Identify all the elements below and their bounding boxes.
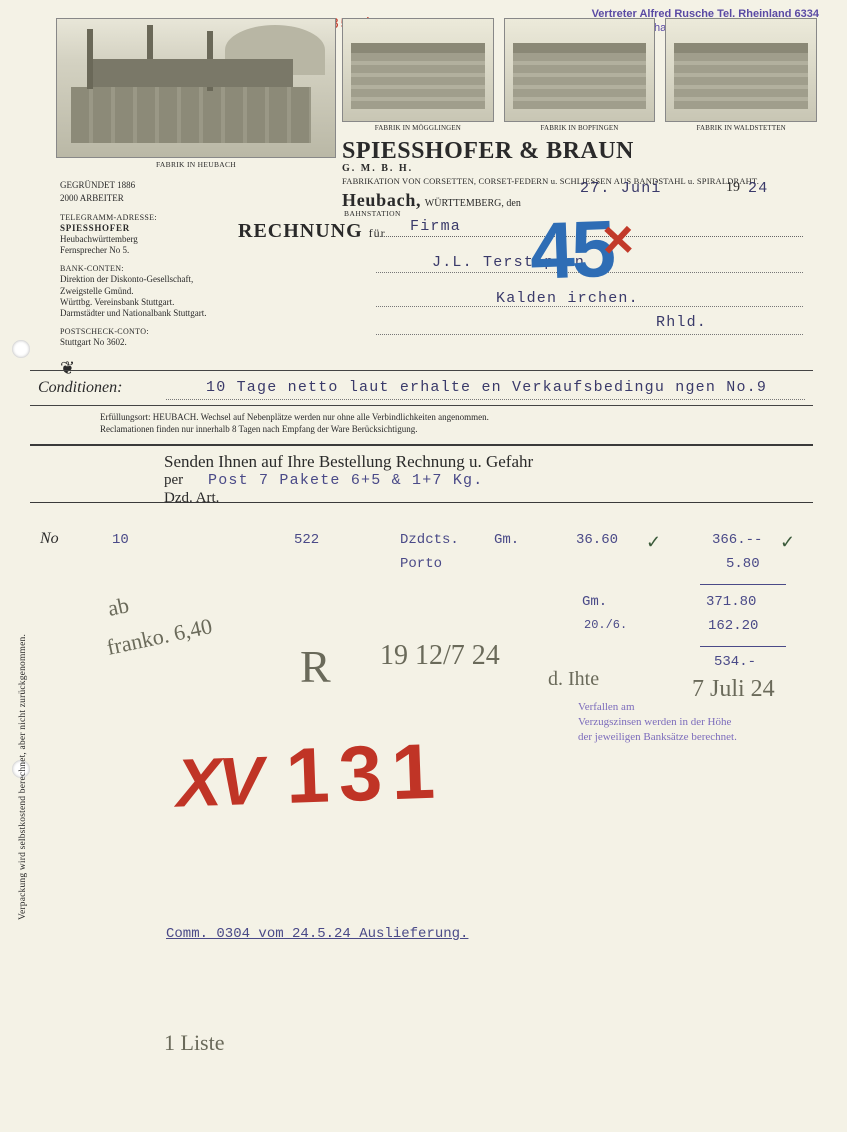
telegram-city: Heubachwürttemberg <box>60 234 220 245</box>
postcheck-number: Stuttgart No 3602. <box>60 337 220 348</box>
total-value: 534.- <box>714 654 756 670</box>
founded-line: GEGRÜNDET 1886 <box>60 180 220 191</box>
pencil-R-mark: R <box>300 640 331 693</box>
porto-value: 5.80 <box>726 556 760 572</box>
workers-line: 2000 ARBEITER <box>60 193 220 204</box>
pencil-note: ab <box>106 592 132 622</box>
line-unit-price: 36.60 <box>576 532 618 548</box>
conditions-row: Conditionen: 10 Tage netto laut erhalte … <box>30 370 813 406</box>
chimney-icon <box>147 25 153 85</box>
year-typed: 24 <box>748 180 768 197</box>
pencil-juli-date: 7 Juli 24 <box>692 676 775 703</box>
recipient-line <box>376 334 803 335</box>
terms-line: Erfüllungsort: HEUBACH. Wechsel auf Nebe… <box>100 412 787 424</box>
rechnung-label: RECHNUNG <box>238 220 363 242</box>
shipment-info: Post 7 Pakete 6+5 & 1+7 Kg. <box>208 472 483 489</box>
bank-line: Darmstädter und Nationalbank Stuttgart. <box>60 308 220 319</box>
red-roman: XV <box>175 743 262 822</box>
year-printed: 19 <box>726 180 740 196</box>
due-stamp-line: der jeweiligen Banksätze berechnet. <box>578 730 737 745</box>
check-mark-icon: ✓ <box>646 532 661 553</box>
table-intro-text: Senden Ihnen auf Ihre Bestellung Rechnun… <box>164 452 533 472</box>
porto-label: Porto <box>400 556 442 572</box>
terms-line: Reclamationen finden nur innerhalb 8 Tag… <box>100 424 787 436</box>
red-number: 131 <box>284 726 445 819</box>
branch-row <box>342 18 817 122</box>
red-x-mark: × <box>601 209 631 270</box>
due-date-stamp: Verfallen am Verzugszinsen werden in der… <box>578 700 737 745</box>
pencil-signature: d. Ihte <box>548 668 599 691</box>
subtotal-rule <box>700 584 786 585</box>
branch-factory-illustration <box>342 18 494 122</box>
branch-factory-illustration <box>665 18 817 122</box>
table-hline <box>30 502 813 503</box>
total-rule <box>700 646 786 647</box>
bottom-pencil-note: 1 Liste <box>164 1030 225 1056</box>
branch-caption: FABRIK IN MÖGGLINGEN <box>342 124 494 132</box>
bank-line: Württbg. Vereinsbank Stuttgart. <box>60 297 220 308</box>
branch-caption: FABRIK IN BOPFINGEN <box>504 124 656 132</box>
subtotal-value: 371.80 <box>706 594 756 610</box>
blue-crayon-mark: 45× <box>528 202 632 297</box>
invoice-date: 27. Juni <box>580 180 662 197</box>
main-factory-illustration <box>56 18 336 158</box>
bank-line: Zweigstelle Gmünd. <box>60 286 220 297</box>
invoice-page: 855/III Vertreter Alfred Rusche Tel. Rhe… <box>0 0 847 218</box>
postcheck-block: POSTSCHECK-CONTO: Stuttgart No 3602. <box>60 327 220 348</box>
postcheck-header: POSTSCHECK-CONTO: <box>60 327 220 337</box>
check-mark-icon: ✓ <box>780 532 795 553</box>
currency-label: Gm. <box>494 532 519 548</box>
telegram-addr: SPIESSHOFER <box>60 223 220 234</box>
table-top-rule <box>30 444 813 446</box>
conditions-dotted-rule <box>166 399 805 400</box>
company-info-sidebar: GEGRÜNDET 1886 2000 ARBEITER TELEGRAMM-A… <box>60 180 220 379</box>
conditions-text: 10 Tage netto laut erhalte en Verkaufsbe… <box>206 379 767 396</box>
company-region: WÜRTTEMBERG, den <box>425 198 521 209</box>
due-stamp-line: Verzugszinsen werden in der Höhe <box>578 715 737 730</box>
currency-label: Gm. <box>582 594 607 610</box>
punch-hole-icon <box>12 340 30 358</box>
pencil-date: 19 12/7 24 <box>380 640 500 672</box>
due-stamp-line: Verfallen am <box>578 700 737 715</box>
line-qty: 10 <box>112 532 129 548</box>
main-factory-caption: FABRIK IN HEUBACH <box>56 160 336 169</box>
phone-line: Fernsprecher No 5. <box>60 245 220 256</box>
recipient-firma: Firma <box>410 218 461 235</box>
company-name: SPIESSHOFER & BRAUN <box>342 138 817 165</box>
adjustment-date: 20./6. <box>584 618 627 632</box>
rechnung-for: für <box>369 226 386 240</box>
no-column-label: No <box>40 530 59 548</box>
telegram-header: TELEGRAMM-ADRESSE: <box>60 213 220 223</box>
chimney-icon <box>207 31 213 91</box>
line-extended: 366.-- <box>712 532 762 548</box>
invoice-title: RECHNUNG für <box>238 220 386 243</box>
conditions-label: Conditionen: <box>38 379 122 397</box>
bank-block: BANK-CONTEN: Direktion der Diskonto-Gese… <box>60 264 220 319</box>
chimney-icon <box>87 29 93 89</box>
recipient-region: Rhld. <box>656 314 707 331</box>
line-article: 522 <box>294 532 319 548</box>
table-dzd-label: Dzd. Art. <box>164 490 219 507</box>
commission-reference: Comm. 0304 vom 24.5.24 Auslieferung. <box>166 926 468 942</box>
branch-caption: FABRIK IN WALDSTETTEN <box>665 124 817 132</box>
branch-factory-illustration <box>504 18 656 122</box>
telegram-block: TELEGRAMM-ADRESSE: SPIESSHOFER Heubachwü… <box>60 213 220 257</box>
adjustment-value: 162.20 <box>708 618 758 634</box>
branch-captions: FABRIK IN MÖGGLINGEN FABRIK IN BOPFINGEN… <box>342 124 817 132</box>
bank-header: BANK-CONTEN: <box>60 264 220 274</box>
pencil-note: franko. 6,40 <box>104 613 214 661</box>
terms-small-print: Erfüllungsort: HEUBACH. Wechsel auf Nebe… <box>100 412 787 435</box>
company-city: Heubach, <box>342 190 421 210</box>
line-unit: Dzdcts. <box>400 532 459 548</box>
table-per-label: per <box>164 472 183 489</box>
red-filing-mark: XV 131 <box>174 725 445 825</box>
packaging-side-note: Verpackung wird selbstkostend berechnet,… <box>18 634 28 920</box>
hill-shape <box>225 25 325 75</box>
bank-line: Direktion der Diskonto-Gesellschaft, <box>60 274 220 285</box>
